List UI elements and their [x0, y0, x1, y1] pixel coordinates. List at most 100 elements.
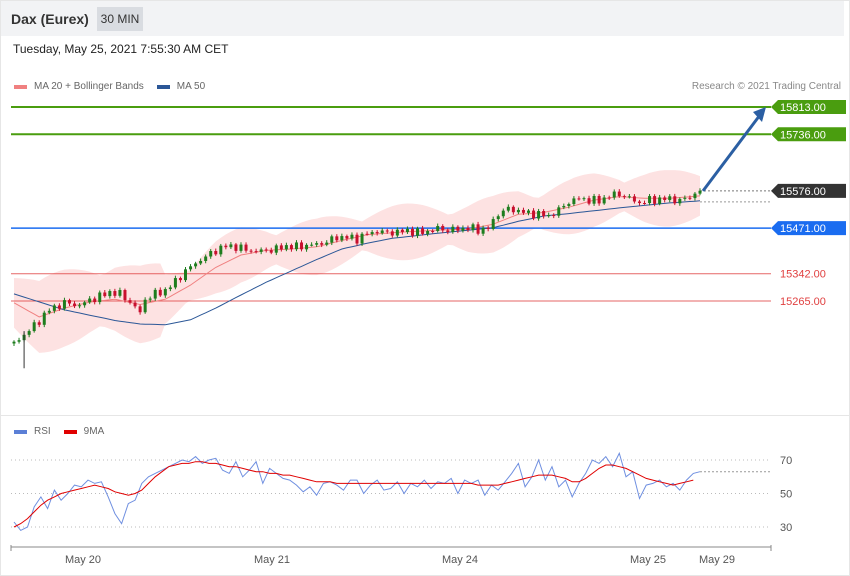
candle-body	[259, 249, 263, 252]
candle	[400, 228, 404, 235]
candle	[88, 296, 92, 304]
candle-body	[405, 228, 409, 233]
forecast-arrow-head	[753, 107, 766, 122]
candle	[491, 216, 495, 231]
candle	[653, 194, 657, 207]
candle	[17, 337, 21, 344]
candle-body	[340, 236, 344, 241]
candle	[481, 225, 485, 236]
candle	[264, 247, 268, 253]
ma50-swatch	[156, 84, 170, 89]
candle	[128, 297, 132, 305]
candle-body	[194, 263, 198, 267]
candle	[410, 226, 414, 238]
candle	[416, 226, 420, 239]
candle	[189, 264, 193, 272]
x-tick-label: May 25	[630, 554, 666, 566]
candle	[542, 209, 546, 219]
candle	[274, 243, 278, 256]
candle-body	[410, 228, 414, 236]
candle	[178, 276, 182, 283]
candle	[143, 297, 147, 314]
candle	[537, 208, 541, 221]
ma20-swatch	[14, 84, 27, 89]
candle-body	[486, 227, 490, 229]
candle	[678, 197, 682, 206]
candle-body	[93, 298, 97, 303]
candle-body	[557, 207, 561, 216]
candle-body	[390, 231, 394, 236]
candle	[501, 208, 505, 219]
candle-body	[315, 243, 319, 245]
candle	[305, 243, 309, 252]
candle	[78, 303, 82, 309]
candle-body	[370, 232, 374, 235]
candle-body	[214, 251, 218, 255]
candle-body	[113, 291, 117, 296]
candle	[52, 303, 56, 314]
candle	[244, 242, 248, 253]
candle	[663, 195, 667, 203]
candle	[184, 266, 187, 283]
candle-body	[476, 224, 480, 234]
candle	[390, 229, 394, 238]
candle-body	[360, 233, 364, 244]
candle-body	[88, 298, 92, 303]
candle-body	[648, 196, 652, 204]
candle-body	[98, 292, 102, 303]
candle-body	[269, 250, 273, 253]
candle	[577, 196, 581, 201]
candle-body	[491, 219, 495, 229]
candle	[597, 194, 601, 206]
candle	[673, 193, 677, 206]
candle	[209, 249, 213, 259]
candle	[466, 225, 470, 233]
candle-body	[133, 302, 137, 307]
candle-body	[678, 198, 682, 204]
candle	[42, 310, 46, 328]
candle	[648, 193, 652, 206]
candle	[693, 192, 697, 201]
candle	[249, 248, 253, 254]
candle	[73, 301, 77, 309]
candle	[562, 203, 566, 210]
candle-body	[446, 230, 450, 233]
candle	[385, 228, 389, 234]
candle	[461, 225, 465, 233]
candle-body	[622, 196, 626, 198]
timeframe-button[interactable]: 30 MIN	[97, 7, 143, 31]
candle	[93, 296, 97, 305]
last-price-tag-bg	[771, 183, 846, 198]
candle-body	[284, 245, 288, 250]
candle	[668, 194, 672, 203]
candle	[441, 224, 445, 233]
candle-body	[688, 197, 692, 199]
candle	[511, 205, 515, 215]
candle	[335, 234, 339, 243]
candle	[47, 308, 51, 315]
candle-body	[244, 244, 248, 251]
candle-body	[62, 300, 66, 309]
candle	[199, 258, 203, 266]
candle	[108, 289, 112, 299]
candle	[431, 229, 435, 234]
candle-body	[698, 190, 702, 194]
candle	[315, 241, 319, 247]
candle-body	[310, 244, 314, 246]
candle-body	[123, 290, 127, 301]
chart-header: Dax (Eurex) 30 MIN	[1, 1, 844, 36]
candle	[113, 288, 117, 298]
candle	[345, 234, 349, 242]
candle-body	[693, 193, 697, 199]
candle-body	[153, 289, 157, 299]
rsi-swatch	[14, 429, 27, 434]
candle	[557, 205, 561, 218]
rsi-ma-swatch	[63, 429, 77, 434]
ma20-legend-label: MA 20 + Bollinger Bands	[34, 81, 144, 92]
candle	[320, 241, 324, 248]
candle	[158, 287, 162, 297]
candle-body	[436, 226, 440, 232]
candle	[12, 340, 16, 346]
candle-body	[451, 226, 455, 233]
